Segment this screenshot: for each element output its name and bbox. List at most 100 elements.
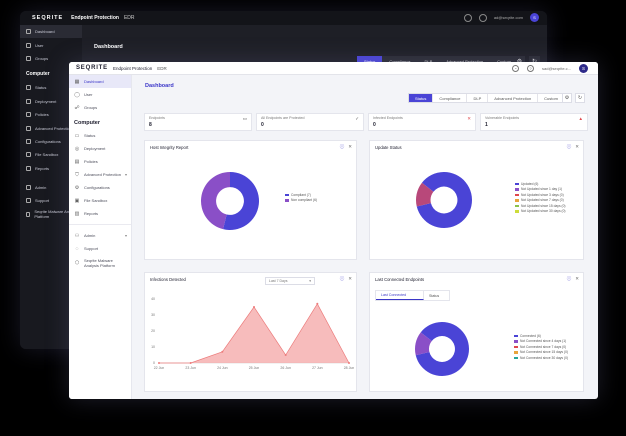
stat-card-vulnerable-endpoints[interactable]: Vulnerable Endpoints 1 ▲ (480, 113, 588, 131)
back-tab-status[interactable]: Status (357, 56, 383, 67)
tab-custom[interactable]: Custom (544, 95, 558, 101)
stat-label: Vulnerable Endpoints (485, 116, 520, 120)
back-sidebar-item-reports[interactable]: Reports (20, 162, 82, 175)
back-groups-icon (26, 55, 31, 61)
back-sidebar-item-advanced-protection[interactable]: Advanced Protection (20, 121, 82, 134)
sidebar-item-advanced-protection[interactable]: ⛉ Advanced Protection ▾ (69, 168, 131, 181)
back-tab-compliance[interactable]: Compliance (382, 56, 418, 67)
sidebar-item-seqrite-malware-analysis-platform[interactable]: ⬡ Seqrite Malware Analysis Platform (69, 255, 131, 271)
legend-swatch (514, 334, 518, 337)
card-title: Last Connected Endpoints (375, 277, 425, 282)
back-sidebar-label: Advanced Protection (35, 125, 72, 131)
donut-slice-not-updated-since-1-day[interactable] (416, 182, 434, 207)
back-avatar[interactable]: S (530, 13, 539, 22)
back-sidebar-item-admin[interactable]: Admin (20, 181, 82, 194)
back-policies-icon (26, 112, 31, 118)
back-sidebar-item-configurations[interactable]: Configurations (20, 135, 82, 148)
back-sidebar-item-groups[interactable]: Groups (20, 52, 82, 65)
close-icon[interactable]: ✕ (575, 276, 579, 281)
avatar[interactable]: S (579, 64, 588, 73)
data-point[interactable] (189, 362, 192, 364)
sidebar-item-label: Policies (84, 159, 98, 164)
close-icon[interactable]: ✕ (575, 144, 579, 149)
sidebar-item-configurations[interactable]: ⚙ Configurations (69, 181, 131, 194)
sidebar-item-deployment[interactable]: ◎ Deployment (69, 142, 131, 155)
data-point[interactable] (316, 302, 319, 305)
legend-swatch (514, 351, 518, 354)
back-tab-dlp[interactable]: DLP (417, 56, 440, 67)
x-tick-label: 24 Jun (217, 366, 228, 370)
back-sidebar-item-policies[interactable]: Policies (20, 108, 82, 121)
data-point[interactable] (284, 354, 287, 356)
subtab-status[interactable]: Status (429, 293, 440, 298)
stat-card-all-endpoints-are-protected[interactable]: All Endpoints are Protected 0 ✓ (256, 113, 364, 131)
back-sidebar-item-dashboard[interactable]: Dashboard (20, 25, 82, 39)
back-sidebar-item-user[interactable]: User (20, 38, 82, 51)
legend-entry: Not Updated since 30 days (0) (515, 209, 566, 215)
legend-entry: Not Updated since 1 day (1) (515, 187, 566, 193)
donut-slice-not-connected-since-4-days[interactable] (415, 332, 432, 356)
back-bell-icon[interactable] (463, 13, 472, 22)
platform-icon: ⬡ (74, 260, 80, 266)
back-status-icon (26, 85, 31, 91)
deployment-icon: ◎ (74, 145, 80, 152)
back-reports-icon (26, 165, 31, 171)
support-icon: ◌ (75, 245, 79, 252)
back-sidebar-item-deployment[interactable]: Deployment (20, 95, 82, 108)
period-select[interactable]: Last 7 Days ▾ (265, 277, 315, 285)
sidebar-item-groups[interactable]: ☍ Groups (69, 101, 131, 114)
back-seqrite-malware-analysis-platform-icon (26, 211, 31, 217)
sidebar-item-support[interactable]: ◌ Support (69, 242, 131, 255)
donut-slice-non-compliant[interactable] (200, 172, 230, 230)
back-sidebar-item-support[interactable]: Support (20, 194, 82, 207)
refresh-icon[interactable]: ↻ (575, 93, 585, 103)
info-icon[interactable]: ⓘ (339, 276, 345, 281)
user-email[interactable]: sad@seqrite.c... (542, 66, 571, 71)
host-integrity-card: Host Integrity Report ⓘ ✕ Compliant (7) No… (144, 140, 357, 260)
sidebar-item-policies[interactable]: ▤ Policies (69, 155, 131, 168)
close-icon[interactable]: ✕ (348, 144, 352, 149)
donut-slice-compliant[interactable] (223, 172, 259, 230)
close-icon[interactable]: ✕ (348, 276, 352, 281)
update-legend: Updated (6) Not Updated since 1 day (1) No… (515, 181, 566, 214)
tab-compliance[interactable]: Compliance (433, 94, 468, 102)
back-tab-custom[interactable]: Custom (490, 56, 518, 67)
stat-card-endpoints[interactable]: Endpoints 8 ▭ (144, 113, 252, 131)
back-sidebar-item-file-sandbox[interactable]: File Sandbox (20, 148, 82, 161)
data-point[interactable] (221, 350, 224, 353)
legend-label: Non compliant (6) (291, 198, 318, 203)
back-deployment-icon (26, 98, 31, 104)
back-help-icon[interactable] (478, 13, 487, 22)
tab-status[interactable]: Status (409, 94, 434, 102)
stat-value: 8 (149, 122, 152, 128)
subtab-last-connected[interactable]: Last Connected (376, 291, 424, 300)
donut-slice-connected[interactable] (415, 322, 469, 376)
back-file-sandbox-icon (26, 152, 31, 158)
back-tab-advanced-protection[interactable]: Advanced Protection (439, 56, 491, 67)
sidebar-item-dashboard[interactable]: ▦ Dashboard (69, 75, 131, 88)
donut-slice-updated[interactable] (416, 172, 472, 228)
sidebar-item-file-sandbox[interactable]: ▣ File Sandbox (69, 194, 131, 207)
sidebar-item-label: Advanced Protection (84, 172, 121, 177)
sidebar-item-user[interactable]: ◯ User (69, 88, 131, 101)
help-icon[interactable]: ? (527, 65, 535, 72)
info-icon[interactable]: ⓘ (566, 144, 572, 149)
sidebar-item-admin[interactable]: ⚇ Admin ▾ (69, 229, 131, 242)
settings-icon[interactable]: ⚙ (562, 93, 572, 103)
info-icon[interactable]: ⓘ (566, 276, 572, 281)
stat-card-infected-endpoints[interactable]: Infected Endpoints 0 ✕ (368, 113, 476, 131)
sidebar-item-status[interactable]: ▭ Status (69, 129, 131, 142)
y-tick-label: 30 (151, 313, 155, 317)
y-tick-label: 40 (151, 297, 155, 301)
tab-advanced-protection[interactable]: Advanced Protection (488, 94, 539, 102)
data-point[interactable] (253, 306, 255, 308)
bell-icon[interactable]: ◔ (512, 65, 520, 72)
data-point[interactable] (348, 362, 350, 364)
info-icon[interactable]: ⓘ (339, 144, 345, 149)
back-sidebar-item-status[interactable]: Status (20, 81, 82, 94)
tab-dlp[interactable]: DLP (467, 94, 489, 102)
back-grid-icon (26, 29, 31, 35)
back-sidebar-item-seqrite-malware-analysis-platform[interactable]: Seqrite Malware Analysis Platform (20, 208, 82, 221)
sidebar-item-reports[interactable]: ▥ Reports (69, 207, 131, 220)
data-point[interactable] (158, 362, 160, 364)
